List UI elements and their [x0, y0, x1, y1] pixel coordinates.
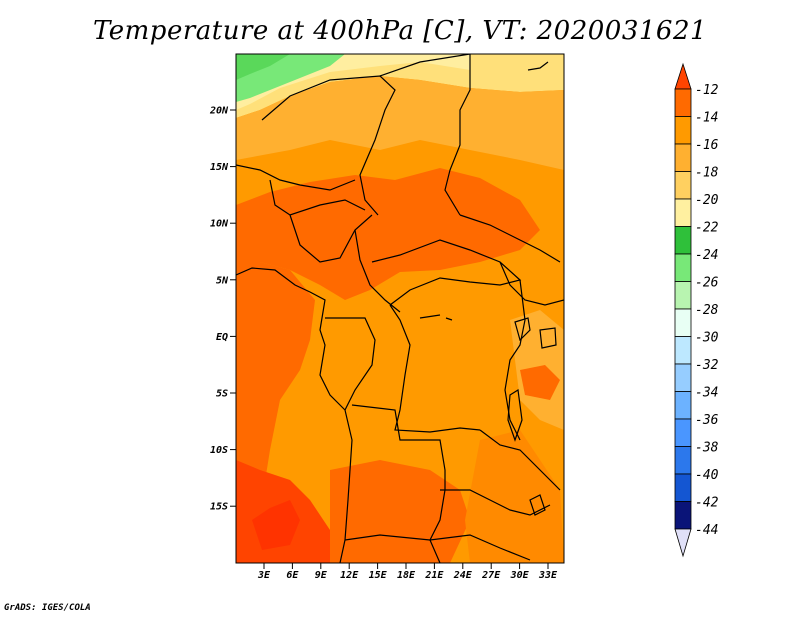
lon-tick-label: 33E: [538, 570, 558, 581]
lat-tick-label: 10S: [210, 445, 228, 456]
lat-tick-label: 15N: [210, 162, 229, 173]
colorbar-label: -16: [695, 138, 719, 153]
colorbar-segment: [674, 501, 692, 530]
colorbar-segment: [674, 473, 692, 502]
colorbar-segment: [674, 418, 692, 447]
lat-tick-label: 20N: [209, 106, 229, 117]
lon-tick-label: 15E: [369, 570, 388, 581]
latitude-ticks: 20N 15N 10N 5N EQ 5S 10S 15S: [209, 106, 236, 513]
lon-tick-label: 27E: [481, 570, 501, 581]
temperature-field: [236, 54, 564, 563]
grads-credit: GrADS: IGES/COLA: [4, 603, 91, 613]
lat-tick-label: EQ: [216, 332, 228, 343]
country-borders: [236, 54, 564, 563]
longitude-ticks: 3E 6E 9E 12E 15E 18E 21E 24E 27E 30E 33E: [257, 563, 558, 581]
colorbar-label: -18: [695, 166, 719, 181]
colorbar-label: -14: [695, 111, 718, 126]
colorbar-segment: [674, 253, 692, 282]
colorbar-segment: [674, 116, 692, 145]
lon-tick-label: 30E: [510, 570, 530, 581]
lat-tick-label: 15S: [210, 502, 228, 513]
colorbar-label: -36: [695, 413, 719, 428]
colorbar-label: -20: [695, 193, 719, 208]
colorbar-segment: [674, 336, 692, 365]
colorbar-segment: [674, 226, 692, 255]
colorbar-top-triangle: [674, 62, 692, 90]
colorbar-segment: [674, 88, 692, 117]
lon-tick-label: 18E: [397, 570, 416, 581]
colorbar-bottom-triangle: [674, 528, 692, 558]
colorbar-segment: [674, 391, 692, 420]
map-title: Temperature at 400hPa [C], VT: 202003162…: [92, 16, 708, 46]
colorbar-label: -32: [695, 358, 719, 373]
colorbar-label: -28: [695, 303, 719, 318]
colorbar-segment: [674, 446, 692, 475]
lon-tick-label: 9E: [315, 570, 328, 581]
colorbar: -12 -14 -16 -18 -20 -22 -24 -26 -28 -30 -32 -34 -36 -…: [674, 62, 719, 558]
colorbar-segment: [674, 143, 692, 172]
colorbar-segment: [674, 281, 692, 310]
lat-tick-label: 5N: [216, 275, 229, 286]
lon-tick-label: 24E: [453, 570, 473, 581]
colorbar-label: -24: [695, 248, 718, 263]
colorbar-label: -22: [695, 221, 719, 236]
colorbar-label: -42: [695, 496, 719, 511]
colorbar-segment: [674, 171, 692, 200]
lon-tick-label: 3E: [257, 570, 271, 581]
colorbar-segment: [674, 308, 692, 337]
lat-tick-label: 10N: [210, 219, 229, 230]
map-frame: [235, 53, 565, 564]
colorbar-label: -34: [695, 386, 718, 401]
colorbar-label: -30: [695, 331, 719, 346]
colorbar-label: -26: [695, 276, 719, 291]
lon-tick-label: 6E: [286, 570, 299, 581]
lon-tick-label: 21E: [424, 570, 444, 581]
colorbar-label: -40: [695, 468, 719, 483]
lat-tick-label: 5S: [216, 389, 228, 400]
colorbar-segment: [674, 198, 692, 227]
colorbar-label: -12: [695, 83, 719, 98]
lon-tick-label: 12E: [340, 570, 359, 581]
colorbar-label: -38: [695, 441, 719, 456]
colorbar-label: -44: [695, 523, 718, 538]
colorbar-segment: [674, 363, 692, 392]
